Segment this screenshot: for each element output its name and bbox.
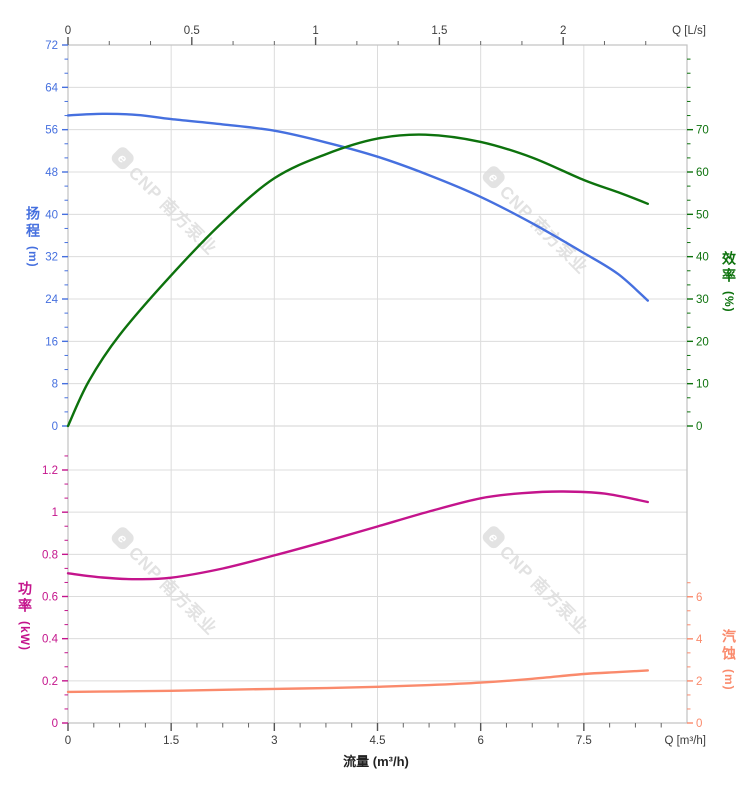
top-axis-tick-label: 0 — [65, 25, 71, 37]
power-tick-label: 1 — [52, 507, 58, 519]
tick-labels: 0 0.5 1 1.5 2 Q [L/s]0 1.5 3 4.5 6 7.5 Q [m³/h]0816… — [42, 25, 709, 747]
top-axis-tick-label: 0.5 — [184, 25, 200, 37]
head-tick-label: 0 — [52, 421, 58, 433]
top-axis-tick-label: 1 — [312, 25, 318, 37]
bottom-axis-tick-label: 3 — [271, 735, 277, 747]
head-tick-label: 16 — [45, 336, 58, 348]
head-tick-label: 48 — [45, 167, 58, 179]
head-tick-label: 56 — [45, 125, 58, 137]
power-tick-label: 0.6 — [42, 592, 58, 604]
head-tick-label: 24 — [45, 294, 58, 306]
efficiency-tick-label: 40 — [696, 252, 709, 264]
axis-ticks — [62, 37, 693, 731]
efficiency-tick-label: 50 — [696, 209, 709, 221]
bottom-axis-tick-label: 0 — [65, 735, 71, 747]
flow-axis-title: 流量 (m³/h) — [343, 754, 409, 769]
npsh-tick-label: 6 — [696, 592, 702, 604]
npsh-tick-label: 0 — [696, 718, 702, 730]
bottom-axis-label: Q [m³/h] — [664, 735, 706, 747]
head-tick-label: 72 — [45, 40, 58, 52]
curves — [66, 112, 649, 694]
top-axis-tick-label: 1.5 — [431, 25, 447, 37]
head-curve — [66, 112, 649, 302]
head-tick-label: 8 — [52, 379, 58, 391]
bottom-axis-tick-label: 1.5 — [163, 735, 179, 747]
head-tick-label: 64 — [45, 82, 58, 94]
npsh-curve — [66, 669, 649, 694]
efficiency-tick-label: 60 — [696, 167, 709, 179]
efficiency-tick-label: 10 — [696, 379, 709, 391]
npsh-tick-label: 4 — [696, 634, 703, 646]
efficiency-tick-label: 0 — [696, 421, 702, 433]
gridlines — [67, 44, 688, 724]
efficiency-curve — [66, 133, 649, 428]
efficiency-tick-label: 70 — [696, 125, 709, 137]
power-tick-label: 0.4 — [42, 634, 59, 646]
top-axis-tick-label: 2 — [560, 25, 566, 37]
efficiency-tick-label: 30 — [696, 294, 709, 306]
top-axis-label: Q [L/s] — [672, 25, 706, 37]
bottom-axis-tick-label: 7.5 — [576, 735, 592, 747]
power-tick-label: 0.8 — [42, 549, 58, 561]
bottom-axis-tick-label: 4.5 — [370, 735, 386, 747]
power-tick-label: 0 — [52, 718, 58, 730]
efficiency-tick-label: 20 — [696, 336, 709, 348]
power-tick-label: 1.2 — [42, 465, 58, 477]
bottom-axis-tick-label: 6 — [477, 735, 483, 747]
power-tick-label: 0.2 — [42, 676, 58, 688]
npsh-tick-label: 2 — [696, 676, 702, 688]
power-curve — [66, 490, 649, 581]
head-tick-label: 40 — [45, 209, 58, 221]
head-tick-label: 32 — [45, 252, 58, 264]
